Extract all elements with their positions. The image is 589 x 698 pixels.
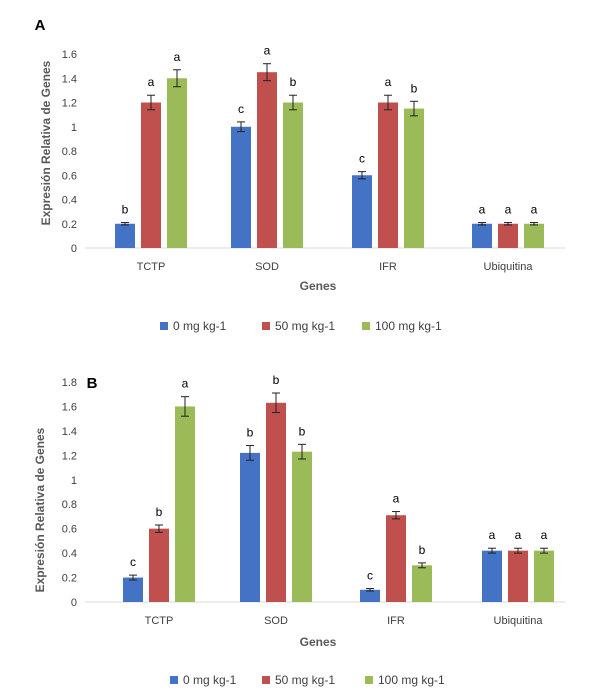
bar-50-mg-kg-1-IFR — [378, 102, 398, 248]
panel-label: A — [35, 17, 46, 34]
chart-panel-a: A 0 0.2 0.4 0.6 0.8 1 1.2 1.4 1.6 Expresión Relati… — [35, 17, 565, 333]
significance-letter: c — [238, 102, 244, 116]
y-tick-label: 1.2 — [62, 450, 77, 462]
y-tick-label: 1.4 — [62, 426, 77, 438]
bar-50-mg-kg-1-IFR — [386, 515, 406, 602]
significance-letter: b — [411, 81, 418, 95]
legend-swatch — [365, 676, 373, 684]
bar-0-mg-kg-1-TCTP — [123, 577, 143, 602]
chart-panel-b: B 0 0.2 0.4 0.6 0.8 1 1.2 1.4 1.6 1.8 Expresión Rel… — [33, 373, 565, 687]
category-label: SOD — [255, 261, 279, 273]
y-tick-label: 1.6 — [62, 49, 77, 61]
bar-100-mg-kg-1-Ubiquitina — [534, 550, 554, 602]
y-tick-label: 1.8 — [62, 377, 77, 389]
y-tick-label: 0 — [71, 243, 77, 255]
significance-letter: a — [541, 528, 548, 542]
bar-0-mg-kg-1-IFR — [352, 175, 372, 248]
legend: 0 mg kg-1 50 mg kg-1 100 mg kg-1 — [160, 319, 442, 333]
bar-0-mg-kg-1-SOD — [240, 452, 260, 602]
bar-50-mg-kg-1-Ubiquitina — [508, 550, 528, 602]
legend-swatch — [262, 322, 270, 330]
bar-100-mg-kg-1-IFR — [404, 108, 424, 248]
y-tick-label: 0.2 — [62, 219, 77, 231]
category-label: IFR — [387, 615, 405, 627]
significance-letter: a — [182, 377, 189, 391]
significance-letter: a — [489, 528, 496, 542]
significance-letter: b — [419, 543, 426, 557]
significance-letter: a — [531, 203, 538, 217]
y-tick-label: 1.2 — [62, 98, 77, 110]
category-label: TCTP — [145, 615, 174, 627]
bar-100-mg-kg-1-TCTP — [167, 78, 187, 248]
legend-swatch — [170, 676, 178, 684]
bar-100-mg-kg-1-TCTP — [175, 406, 195, 602]
bar-100-mg-kg-1-Ubiquitina — [524, 223, 544, 248]
legend-swatch — [262, 676, 270, 684]
bar-50-mg-kg-1-SOD — [257, 72, 277, 248]
significance-letter: c — [130, 555, 136, 569]
y-tick-label: 1.4 — [62, 73, 77, 85]
y-tick-label: 0 — [71, 597, 77, 609]
significance-letter: a — [174, 50, 181, 64]
significance-letter: b — [290, 75, 297, 89]
significance-letter: c — [367, 569, 373, 583]
bar-50-mg-kg-1-TCTP — [149, 528, 169, 602]
y-tick-label: 0.4 — [62, 195, 77, 207]
y-axis-title: Expresión Relativa de Genes — [39, 60, 53, 225]
legend-label: 0 mg kg-1 — [173, 319, 227, 333]
significance-letter: a — [264, 44, 271, 58]
y-tick-label: 0.4 — [62, 548, 77, 560]
bar-100-mg-kg-1-SOD — [292, 451, 312, 602]
panel-label: B — [87, 375, 98, 392]
bar-0-mg-kg-1-Ubiquitina — [482, 550, 502, 602]
legend-swatch — [362, 322, 370, 330]
y-tick-label: 0.6 — [62, 170, 77, 182]
category-label: Ubiquitina — [494, 615, 544, 627]
y-axis-title: Expresión Relativa de Genes — [33, 427, 47, 592]
legend-label: 100 mg kg-1 — [378, 673, 445, 687]
y-tick-label: 1 — [71, 122, 77, 134]
bar-50-mg-kg-1-TCTP — [141, 102, 161, 248]
bar-100-mg-kg-1-SOD — [283, 102, 303, 248]
legend-label: 0 mg kg-1 — [183, 673, 237, 687]
bar-0-mg-kg-1-SOD — [231, 126, 251, 248]
significance-letter: a — [505, 203, 512, 217]
significance-letter: b — [273, 373, 280, 387]
bar-100-mg-kg-1-IFR — [412, 565, 432, 602]
bar-0-mg-kg-1-Ubiquitina — [472, 223, 492, 248]
category-label: IFR — [379, 261, 397, 273]
bar-50-mg-kg-1-SOD — [266, 402, 286, 602]
category-label: SOD — [264, 615, 288, 627]
bar-0-mg-kg-1-IFR — [360, 589, 380, 602]
significance-letter: b — [299, 424, 306, 438]
legend-label: 50 mg kg-1 — [275, 319, 335, 333]
significance-letter: c — [359, 152, 365, 166]
significance-letter: a — [393, 492, 400, 506]
category-label: Ubiquitina — [484, 261, 534, 273]
significance-letter: a — [479, 203, 486, 217]
x-axis-title: Genes — [300, 635, 337, 649]
x-axis-title: Genes — [300, 279, 337, 293]
y-tick-label: 0.8 — [62, 146, 77, 158]
significance-letter: b — [122, 203, 129, 217]
significance-letter: a — [515, 528, 522, 542]
legend-label: 50 mg kg-1 — [275, 673, 335, 687]
y-tick-label: 1.6 — [62, 401, 77, 413]
legend: 0 mg kg-1 50 mg kg-1 100 mg kg-1 — [170, 673, 445, 687]
y-tick-label: 1 — [71, 475, 77, 487]
significance-letter: a — [148, 75, 155, 89]
category-label: TCTP — [137, 261, 166, 273]
legend-label: 100 mg kg-1 — [375, 319, 442, 333]
y-tick-label: 0.2 — [62, 573, 77, 585]
y-tick-label: 0.6 — [62, 524, 77, 536]
bar-50-mg-kg-1-Ubiquitina — [498, 223, 518, 248]
significance-letter: a — [385, 75, 392, 89]
significance-letter: b — [156, 505, 163, 519]
significance-letter: b — [247, 426, 254, 440]
y-tick-label: 0.8 — [62, 499, 77, 511]
bar-0-mg-kg-1-TCTP — [115, 223, 135, 248]
legend-swatch — [160, 322, 168, 330]
